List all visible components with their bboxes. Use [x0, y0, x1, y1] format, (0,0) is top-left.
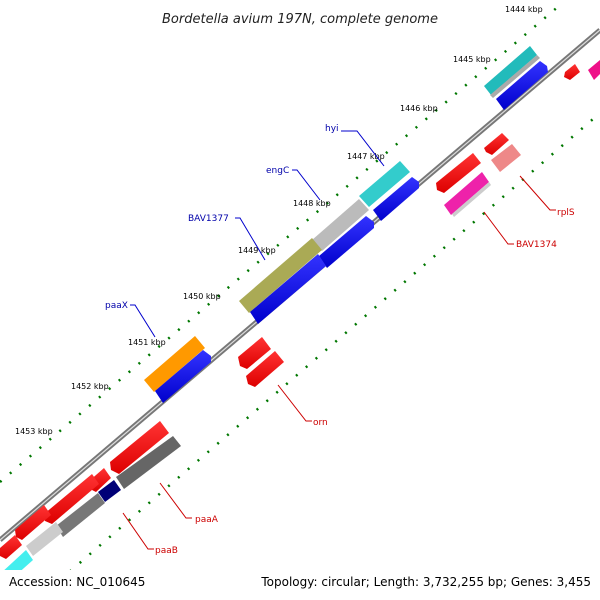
map-title: Bordetella avium 197N, complete genome	[162, 12, 438, 27]
engC-feature-box	[312, 199, 369, 251]
paaB-feature-box	[98, 480, 121, 502]
inner-tick-track	[59, 112, 600, 581]
paaA-feature-box	[116, 436, 181, 489]
paaX-feature-box	[144, 336, 205, 392]
reverse-cds-arrows	[0, 60, 600, 584]
gene-label-BAV1377: BAV1377	[188, 214, 229, 224]
cyan-feature-box	[484, 46, 537, 95]
outer-tick-track	[0, 4, 561, 483]
BAV1377-cds-arrow	[250, 254, 326, 324]
tick-label-1451: 1451 kbp	[128, 338, 166, 347]
BAV1374-feature-box	[444, 172, 489, 215]
cds-arrow-1445	[496, 61, 548, 110]
orn-cds-arrow	[246, 351, 284, 387]
tick-labels: 1444 kbp 1445 kbp 1446 kbp 1447 kbp 1448…	[15, 5, 543, 436]
paaX-cds-arrow	[155, 350, 211, 403]
gene-label-orn: orn	[313, 418, 328, 428]
footer-bar	[0, 570, 600, 600]
outer-feature-row	[144, 46, 540, 392]
forward-cds-arrows	[155, 61, 548, 403]
tick-label-1446: 1446 kbp	[400, 104, 438, 113]
genome-summary-text: Topology: circular; Length: 3,732,255 bp…	[260, 575, 591, 589]
tick-label-1445: 1445 kbp	[453, 55, 491, 64]
tick-label-1450: 1450 kbp	[183, 292, 221, 301]
forward-leader-lines	[130, 130, 385, 338]
gene-label-hyi: hyi	[325, 124, 339, 134]
gene-labels: hyi engC BAV1377 paaX rplS BAV1374 orn p…	[105, 124, 575, 556]
tick-label-1449: 1449 kbp	[238, 246, 276, 255]
accession-text: Accession: NC_010645	[9, 575, 145, 589]
BAV1377-feature-box	[239, 238, 322, 313]
rplS-feature-box	[491, 144, 521, 172]
tick-label-1444: 1444 kbp	[505, 5, 543, 14]
gene-label-paaX: paaX	[105, 301, 128, 311]
cds-arrow-orn-upper	[238, 337, 271, 369]
gene-label-paaB: paaB	[155, 546, 178, 556]
tick-label-1447: 1447 kbp	[347, 152, 385, 161]
cds-arrow-BAV1374-upper	[436, 153, 481, 193]
cds-arrow-rplS-1	[484, 133, 509, 155]
tick-label-1453: 1453 kbp	[15, 427, 53, 436]
paaA-cds-arrow-upper	[110, 421, 169, 474]
hyi-feature-box	[359, 161, 410, 207]
gene-label-BAV1374: BAV1374	[516, 240, 557, 250]
hyi-cds-arrow	[373, 177, 419, 221]
engC-cds-arrow	[319, 216, 374, 268]
gene-label-paaA: paaA	[195, 515, 219, 525]
gene-label-rplS: rplS	[557, 208, 575, 218]
reverse-leader-lines	[122, 175, 556, 550]
gene-label-engC: engC	[266, 166, 289, 176]
tick-label-1452: 1452 kbp	[71, 382, 109, 391]
tick-label-1448: 1448 kbp	[293, 199, 331, 208]
